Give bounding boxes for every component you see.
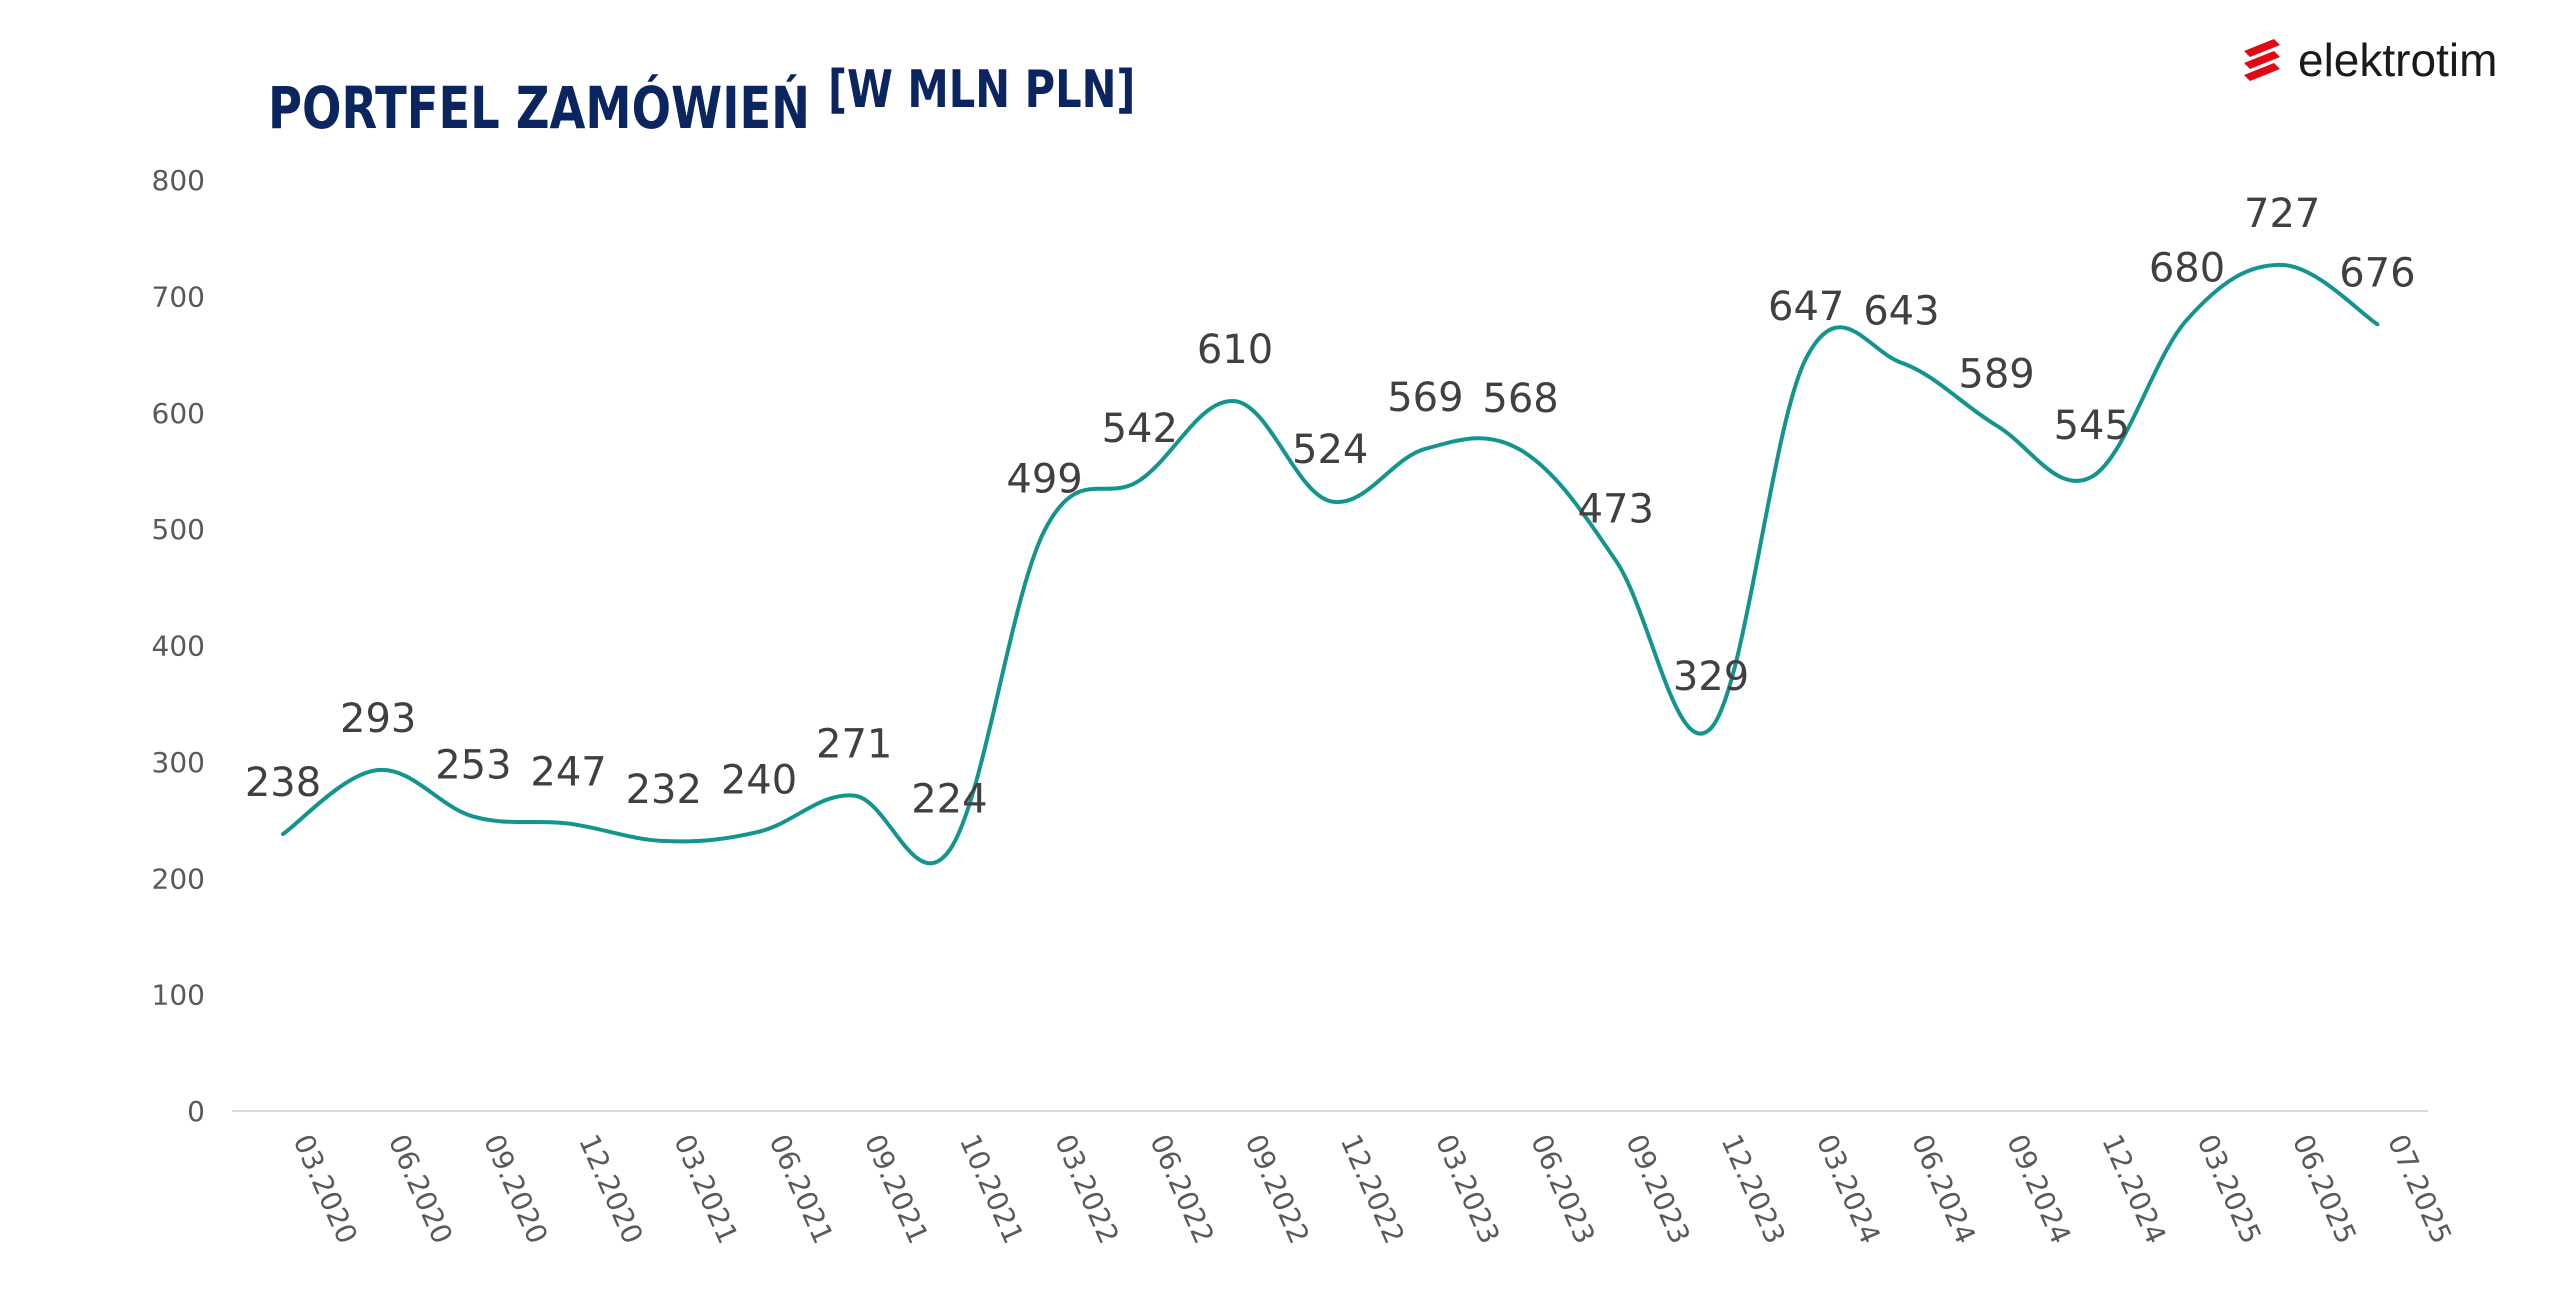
x-tick-label: 06.2022: [1143, 1129, 1220, 1248]
data-point: [1518, 447, 1524, 453]
x-tick-label: 09.2020: [477, 1129, 554, 1248]
y-tick-label: 100: [152, 979, 205, 1012]
data-point: [2279, 262, 2285, 268]
logo-text: elektrotim: [2298, 34, 2498, 86]
x-tick-label: 12.2022: [1334, 1129, 1411, 1248]
x-tick-label: 12.2020: [572, 1129, 649, 1248]
data-label: 643: [1863, 289, 1939, 335]
data-point: [1994, 423, 2000, 429]
data-point: [1042, 527, 1048, 533]
data-point: [756, 829, 762, 835]
data-label: 271: [816, 722, 892, 768]
x-tick-label: 06.2024: [1905, 1129, 1982, 1248]
x-tick-label: 12.2024: [2095, 1129, 2172, 1248]
data-point: [851, 793, 857, 799]
data-point: [280, 831, 286, 837]
x-tick-label: 09.2023: [1619, 1129, 1696, 1248]
y-tick-label: 600: [152, 397, 205, 430]
y-tick-label: 200: [152, 862, 205, 895]
title-unit: [W MLN PLN]: [828, 60, 1136, 120]
data-label: 610: [1197, 327, 1273, 373]
data-point: [2374, 321, 2380, 327]
data-label: 542: [1102, 406, 1178, 452]
elektrotim-stripes-icon: [2244, 39, 2280, 81]
data-point: [470, 814, 476, 820]
data-point: [375, 767, 381, 773]
y-tick-label: 800: [152, 164, 205, 197]
y-tick-label: 300: [152, 746, 205, 779]
y-tick-label: 500: [152, 513, 205, 546]
y-tick-label: 400: [152, 630, 205, 663]
data-label: 240: [721, 758, 797, 804]
y-tick-label: 0: [187, 1095, 205, 1128]
data-label: 499: [1006, 456, 1082, 502]
x-tick-label: 06.2021: [763, 1129, 840, 1248]
x-tick-label: 06.2023: [1524, 1129, 1601, 1248]
data-label: 473: [1578, 487, 1654, 533]
data-label: 232: [626, 767, 702, 813]
data-label: 524: [1292, 427, 1368, 473]
data-label: 329: [1673, 654, 1749, 700]
x-tick-label: 12.2023: [1715, 1129, 1792, 1248]
data-label: 680: [2149, 246, 2225, 292]
data-point: [661, 838, 667, 844]
x-tick-label: 09.2024: [2000, 1129, 2077, 1248]
page-title: PORTFEL ZAMÓWIEŃ: [268, 74, 811, 142]
x-tick-label: 09.2021: [858, 1129, 935, 1248]
data-point: [1613, 558, 1619, 564]
data-point: [1137, 477, 1143, 483]
data-label: 676: [2339, 250, 2415, 296]
x-tick-label: 09.2022: [1239, 1129, 1316, 1248]
data-label: 569: [1387, 375, 1463, 421]
data-point: [946, 847, 952, 853]
x-tick-label: 03.2022: [1048, 1129, 1125, 1248]
data-label: 568: [1482, 376, 1558, 422]
x-tick-label: 03.2020: [287, 1129, 364, 1248]
data-label: 247: [530, 750, 606, 796]
data-point: [1327, 498, 1333, 504]
data-label: 293: [340, 696, 416, 742]
data-label: 238: [245, 760, 321, 806]
data-label: 253: [435, 743, 511, 789]
x-tick-label: 06.2020: [382, 1129, 459, 1248]
data-label: 545: [2054, 403, 2130, 449]
y-tick-label: 700: [152, 280, 205, 313]
x-tick-label: 07.2025: [2381, 1129, 2458, 1248]
x-tick-label: 03.2025: [2191, 1129, 2268, 1248]
logo: elektrotim: [2240, 30, 2497, 90]
data-point: [1898, 360, 1904, 366]
data-label: 589: [1958, 352, 2034, 398]
x-tick-label: 03.2023: [1429, 1129, 1506, 1248]
x-tick-label: 03.2021: [667, 1129, 744, 1248]
data-point: [1422, 446, 1428, 452]
x-tick-label: 03.2024: [1810, 1129, 1887, 1248]
data-point: [2184, 317, 2190, 323]
data-point: [1708, 725, 1714, 731]
data-label: 224: [911, 776, 987, 822]
x-tick-label: 10.2021: [953, 1129, 1030, 1248]
data-point: [566, 821, 572, 827]
title-area: PORTFEL ZAMÓWIEŃ: [268, 52, 946, 142]
data-point: [1803, 355, 1809, 361]
x-tick-label: 06.2025: [2286, 1129, 2363, 1248]
data-label: 647: [1768, 284, 1844, 330]
data-point: [2089, 474, 2095, 480]
series-line: [281, 262, 2380, 866]
data-label: 727: [2244, 191, 2320, 237]
data-point: [1232, 398, 1238, 404]
